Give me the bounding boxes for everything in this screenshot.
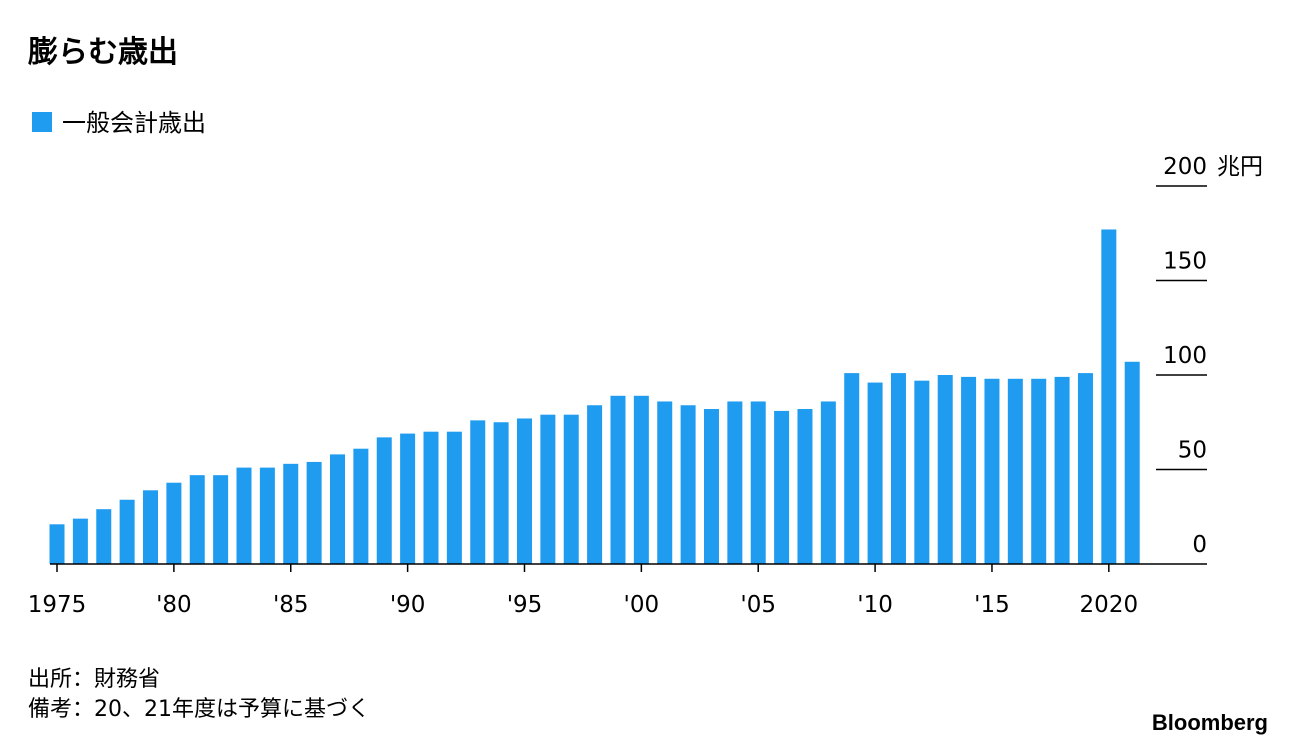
bar	[283, 463, 299, 564]
bar	[1077, 373, 1093, 564]
bar	[610, 395, 626, 564]
source: 出所：財務省	[28, 667, 160, 692]
bar	[1031, 378, 1047, 564]
bar	[680, 405, 696, 564]
bar	[353, 448, 369, 564]
bar	[213, 475, 229, 564]
y-tick-label: 50	[1178, 438, 1207, 464]
bar	[49, 524, 65, 564]
bar	[1054, 376, 1070, 564]
x-tick-label: '85	[273, 592, 309, 618]
bar	[516, 418, 532, 564]
bar	[820, 401, 836, 564]
bar	[867, 382, 883, 564]
bar	[890, 373, 906, 564]
bar	[633, 395, 649, 564]
legend-label: 一般会計歳出	[62, 109, 206, 137]
bar	[143, 490, 159, 564]
bar	[376, 437, 392, 564]
y-tick-label: 100	[1163, 343, 1207, 369]
bar	[236, 467, 252, 564]
x-tick-label: 2020	[1080, 592, 1139, 618]
bar	[493, 422, 509, 564]
bar	[1007, 378, 1023, 564]
bar	[423, 431, 439, 564]
bar	[727, 401, 743, 564]
bar	[1101, 229, 1117, 564]
bar	[72, 518, 88, 564]
bar	[1124, 361, 1140, 564]
bar	[774, 410, 790, 564]
x-tick-label: '05	[740, 592, 776, 618]
y-unit: 兆円	[1217, 154, 1263, 180]
bar	[914, 380, 930, 564]
bar	[119, 499, 135, 564]
bar	[540, 414, 556, 564]
bar	[961, 376, 977, 564]
x-tick-label: '95	[507, 592, 543, 618]
bar	[587, 405, 603, 564]
bar	[563, 414, 579, 564]
bar	[166, 482, 182, 564]
x-tick-label: '90	[390, 592, 426, 618]
bar	[400, 433, 416, 564]
bar	[306, 461, 322, 564]
brand-logo: Bloomberg	[1152, 710, 1268, 735]
bar	[750, 401, 766, 564]
legend-swatch	[32, 112, 52, 132]
y-tick-label: 150	[1163, 249, 1207, 275]
x-tick-label: '00	[624, 592, 660, 618]
bar	[984, 378, 1000, 564]
bar	[844, 373, 860, 564]
bar	[797, 409, 813, 564]
chart-title: 膨らむ歳出	[28, 35, 178, 70]
y-tick-label: 0	[1192, 532, 1207, 558]
bar	[446, 431, 462, 564]
bar	[703, 409, 719, 564]
bar	[657, 401, 673, 564]
x-tick-label: '80	[156, 592, 192, 618]
bar	[189, 475, 205, 564]
x-tick-label: '10	[857, 592, 893, 618]
bar	[329, 454, 345, 564]
bar	[470, 420, 486, 564]
x-tick-label: 1975	[28, 592, 87, 618]
x-tick-label: '15	[974, 592, 1010, 618]
bar	[96, 509, 112, 564]
bar	[259, 467, 275, 564]
note: 備考：20、21年度は予算に基づく	[28, 697, 370, 722]
y-tick-label: 200	[1163, 154, 1207, 180]
bar	[937, 375, 953, 564]
